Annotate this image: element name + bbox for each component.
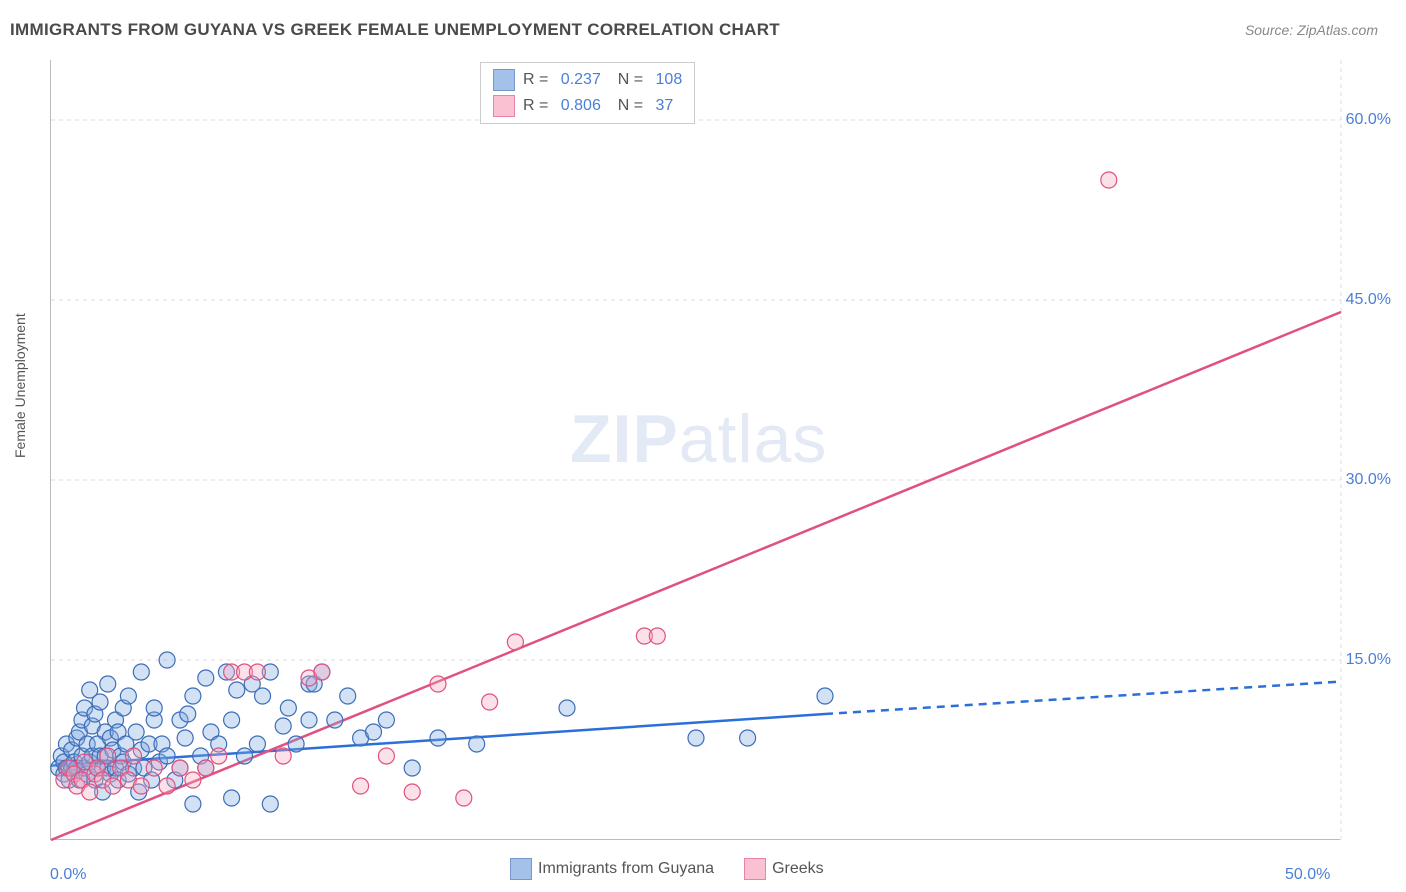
legend-row-guyana: R = 0.237 N = 108 <box>493 67 682 93</box>
data-point-greeks <box>275 748 291 764</box>
data-point-greeks <box>314 664 330 680</box>
data-point-greeks <box>211 748 227 764</box>
data-point-greeks <box>430 676 446 692</box>
data-point-guyana <box>301 712 317 728</box>
data-point-guyana <box>378 712 394 728</box>
r-value-greeks: 0.806 <box>561 97 601 115</box>
y-tick-label: 60.0% <box>1346 111 1391 129</box>
data-point-greeks <box>105 778 121 794</box>
data-point-guyana <box>280 700 296 716</box>
data-point-guyana <box>340 688 356 704</box>
swatch-guyana-b <box>510 858 532 880</box>
data-point-greeks <box>82 784 98 800</box>
data-point-guyana <box>559 700 575 716</box>
data-point-guyana <box>327 712 343 728</box>
swatch-greeks <box>493 95 515 117</box>
correlation-legend: R = 0.237 N = 108 R = 0.806 N = 37 <box>480 62 695 124</box>
source-label: Source: <box>1245 22 1293 38</box>
data-point-greeks <box>249 664 265 680</box>
legend-row-greeks: R = 0.806 N = 37 <box>493 93 682 119</box>
data-point-greeks <box>126 748 142 764</box>
data-point-greeks <box>1101 172 1117 188</box>
data-point-guyana <box>177 730 193 746</box>
n-value-greeks: 37 <box>656 97 674 115</box>
data-point-guyana <box>180 706 196 722</box>
data-point-guyana <box>366 724 382 740</box>
swatch-greeks-b <box>744 858 766 880</box>
data-point-greeks <box>198 760 214 776</box>
data-point-greeks <box>649 628 665 644</box>
data-point-guyana <box>146 700 162 716</box>
data-point-guyana <box>198 670 214 686</box>
series-legend: Immigrants from Guyana Greeks <box>510 858 824 880</box>
data-point-greeks <box>404 784 420 800</box>
swatch-guyana <box>493 69 515 91</box>
legend-label-greeks: Greeks <box>772 860 824 878</box>
plot-area <box>50 60 1340 840</box>
data-point-guyana <box>430 730 446 746</box>
y-tick-label: 45.0% <box>1346 291 1391 309</box>
chart-container: IMMIGRANTS FROM GUYANA VS GREEK FEMALE U… <box>0 0 1406 892</box>
data-point-guyana <box>120 688 136 704</box>
data-point-greeks <box>353 778 369 794</box>
data-point-guyana <box>237 748 253 764</box>
data-point-guyana <box>229 682 245 698</box>
data-point-greeks <box>185 772 201 788</box>
source-attribution: Source: ZipAtlas.com <box>1245 22 1378 38</box>
y-tick-label: 15.0% <box>1346 651 1391 669</box>
data-point-greeks <box>133 778 149 794</box>
data-point-guyana <box>185 688 201 704</box>
data-point-guyana <box>128 724 144 740</box>
x-tick-label: 0.0% <box>50 866 86 884</box>
data-point-guyana <box>249 736 265 752</box>
data-point-greeks <box>507 634 523 650</box>
y-tick-label: 30.0% <box>1346 471 1391 489</box>
data-point-guyana <box>224 712 240 728</box>
data-point-guyana <box>469 736 485 752</box>
x-tick-label: 50.0% <box>1285 866 1330 884</box>
data-point-guyana <box>159 652 175 668</box>
data-point-guyana <box>740 730 756 746</box>
data-point-guyana <box>688 730 704 746</box>
data-point-greeks <box>146 760 162 776</box>
data-point-greeks <box>172 760 188 776</box>
data-point-guyana <box>262 796 278 812</box>
data-point-guyana <box>159 748 175 764</box>
n-value-guyana: 108 <box>656 71 683 89</box>
data-point-greeks <box>100 748 116 764</box>
data-point-greeks <box>378 748 394 764</box>
data-point-guyana <box>404 760 420 776</box>
scatter-plot-svg <box>51 60 1341 840</box>
legend-item-guyana: Immigrants from Guyana <box>510 858 714 880</box>
data-point-guyana <box>100 676 116 692</box>
source-name: ZipAtlas.com <box>1297 22 1378 38</box>
data-point-greeks <box>456 790 472 806</box>
data-point-guyana <box>224 790 240 806</box>
data-point-greeks <box>159 778 175 794</box>
data-point-guyana <box>133 664 149 680</box>
data-point-guyana <box>185 796 201 812</box>
data-point-guyana <box>288 736 304 752</box>
data-point-greeks <box>482 694 498 710</box>
legend-label-guyana: Immigrants from Guyana <box>538 860 714 878</box>
chart-title: IMMIGRANTS FROM GUYANA VS GREEK FEMALE U… <box>10 20 780 40</box>
data-point-guyana <box>817 688 833 704</box>
legend-item-greeks: Greeks <box>744 858 824 880</box>
data-point-guyana <box>255 688 271 704</box>
data-point-guyana <box>275 718 291 734</box>
y-axis-label: Female Unemployment <box>12 313 28 458</box>
r-value-guyana: 0.237 <box>561 71 601 89</box>
data-point-guyana <box>92 694 108 710</box>
